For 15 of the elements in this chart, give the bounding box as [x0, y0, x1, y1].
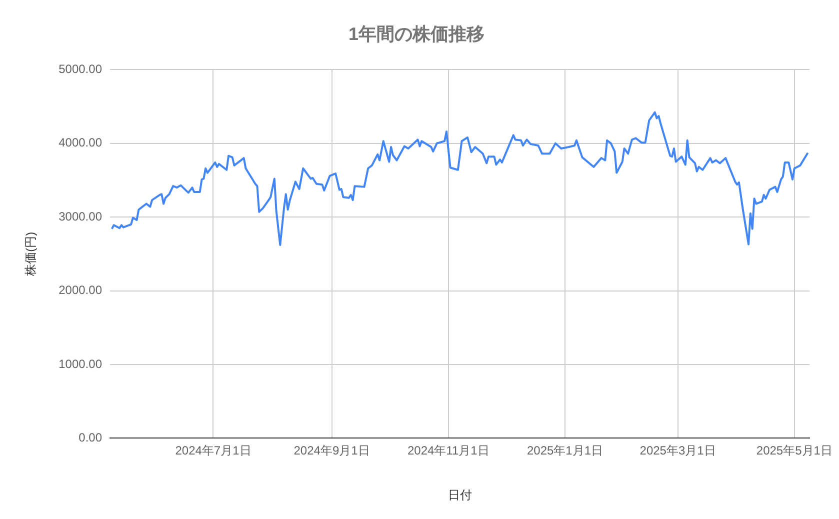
y-tick-label: 1000.00 [58, 356, 102, 371]
chart-title: 1年間の株価推移 [348, 24, 485, 44]
y-tick-label: 5000.00 [58, 62, 102, 76]
y-tick-label: 2000.00 [58, 283, 102, 298]
y-tick-label: 0.00 [78, 430, 102, 445]
y-tick-label: 3000.00 [58, 209, 102, 224]
x-tick-label: 2024年11月1日 [407, 444, 490, 458]
x-tick-label: 2024年7月1日 [175, 444, 252, 458]
x-axis-title: 日付 [448, 488, 472, 502]
y-axis-title: 株価(円) [24, 232, 38, 277]
y-tick-label: 4000.00 [58, 136, 102, 150]
x-tick-label: 2025年1月1日 [526, 444, 604, 458]
x-tick-label: 2025年5月1日 [756, 444, 832, 458]
x-tick-label: 2025年3月1日 [640, 444, 716, 458]
x-tick-label: 2024年9月1日 [294, 444, 370, 458]
